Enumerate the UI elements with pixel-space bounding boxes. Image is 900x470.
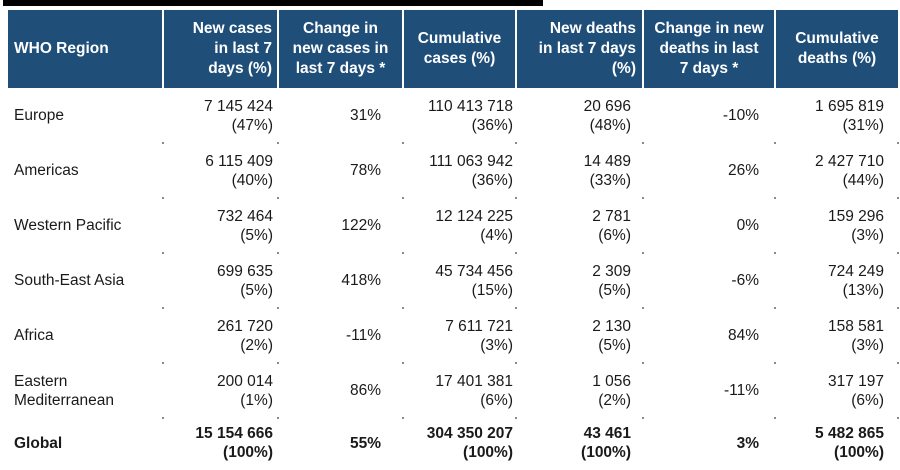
cell-change-new-cases: 86% [277,362,403,418]
region-label: Africa [14,327,54,344]
cell-change-new-deaths: 0% [642,197,775,253]
cell-change-new-cases: -11% [277,307,403,363]
cell-cumulative-deaths: 1 695 819 (31%) [815,97,884,134]
cell-cumulative-cases: 111 063 942 (36%) [402,142,516,198]
cell-new-deaths: 1 056 (2%) [515,362,643,418]
cell-new-deaths: 14 489 (33%) [515,142,643,198]
cell-cumulative-cases: 17 401 381 (6%) [402,362,516,418]
table-row-south-east-asia: South-East Asia 699 635 (5%) 418% 45 734… [8,252,899,308]
cell-cumulative-cases: 7 611 721 (3%) [402,307,516,363]
cell-change-new-deaths: -11% [642,362,775,418]
table-row-global-total: Global 15 154 666 (100%) 55% 304 350 207… [8,417,899,468]
cell-new-cases: 7 145 424 (47%) [204,97,273,134]
cell-cumulative-deaths: 158 581 (3%) [774,307,899,363]
header-new-cases: New cases in last 7 days (%) [162,10,278,88]
cell-cumulative-deaths: 2 427 710 (44%) [774,142,899,198]
cell-new-cases: 200 014 (1%) [162,362,278,418]
cell-new-cases: 699 635 (5%) [162,252,278,308]
cell-change-new-deaths: -6% [642,252,775,308]
header-cumulative-deaths: Cumulative deaths (%) [774,10,898,88]
cell-cumulative-deaths: 5 482 865 (100%) [774,417,899,468]
header-row: WHO Region New cases in last 7 days (%) … [8,10,898,88]
cell-change-new-deaths: 84% [642,307,775,363]
cell-cumulative-deaths: 317 197 (6%) [774,362,899,418]
cell-cumulative-deaths: 159 296 (3%) [774,197,899,253]
cell-change-new-cases: 122% [277,197,403,253]
region-label: Europe [14,107,64,124]
cell-new-deaths: 2 781 (6%) [515,197,643,253]
header-new-deaths: New deaths in last 7 days (%) [515,10,643,88]
cell-change-new-deaths: -10% [722,107,759,124]
top-partial-rule [3,0,543,6]
region-label: South-East Asia [14,272,125,289]
cell-new-cases: 261 720 (2%) [162,307,278,363]
cell-cumulative-cases: 110 413 718 (36%) [427,97,513,134]
cell-new-deaths: 43 461 (100%) [515,417,643,468]
table-body: Europe 7 145 424 (47%) 31% 110 413 718 (… [8,88,899,468]
cell-new-deaths: 20 696 (48%) [583,97,631,134]
region-label: Eastern Mediterranean [14,372,114,409]
cell-new-cases: 6 115 409 (40%) [162,142,278,198]
cell-cumulative-cases: 304 350 207 (100%) [402,417,516,468]
cell-new-deaths: 2 130 (5%) [515,307,643,363]
header-cumulative-cases: Cumulative cases (%) [402,10,516,88]
table-header: WHO Region New cases in last 7 days (%) … [8,10,898,88]
cell-cumulative-deaths: 724 249 (13%) [774,252,899,308]
who-region-table: WHO Region New cases in last 7 days (%) … [8,10,899,468]
region-label: Americas [14,162,79,179]
cell-cumulative-cases: 45 734 456 (15%) [402,252,516,308]
header-change-new-cases: Change in new cases in last 7 days * [277,10,403,88]
table-row-western-pacific: Western Pacific 732 464 (5%) 122% 12 124… [8,197,899,253]
cell-change-new-deaths: 3% [642,417,775,468]
region-label: Western Pacific [14,217,122,234]
cell-change-new-cases: 31% [349,107,381,124]
header-change-new-deaths: Change in new deaths in last 7 days * [642,10,775,88]
table-row-americas: Americas 6 115 409 (40%) 78% 111 063 942… [8,142,899,198]
cell-new-cases: 732 464 (5%) [162,197,278,253]
region-label: Global [14,434,63,452]
cell-new-cases: 15 154 666 (100%) [162,417,278,468]
cell-change-new-cases: 55% [277,417,403,468]
cell-cumulative-cases: 12 124 225 (4%) [402,197,516,253]
table-row-europe: Europe 7 145 424 (47%) 31% 110 413 718 (… [8,88,898,143]
cell-change-new-deaths: 26% [642,142,775,198]
table-row-africa: Africa 261 720 (2%) -11% 7 611 721 (3%) … [8,307,899,363]
cell-new-deaths: 2 309 (5%) [515,252,643,308]
table-row-eastern-mediterranean: Eastern Mediterranean 200 014 (1%) 86% 1… [8,362,899,418]
cell-change-new-cases: 78% [277,142,403,198]
cell-change-new-cases: 418% [277,252,403,308]
header-who-region: WHO Region [8,10,163,88]
